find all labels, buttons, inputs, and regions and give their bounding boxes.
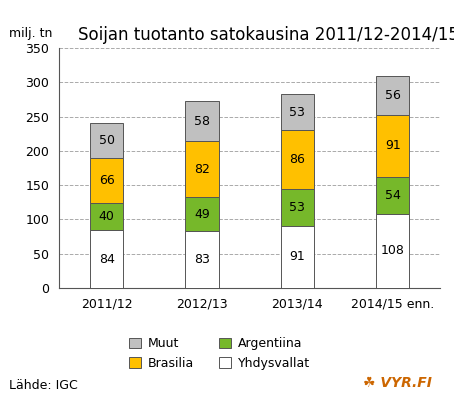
- Text: 66: 66: [99, 174, 114, 187]
- Bar: [185, 198, 219, 231]
- Text: 83: 83: [194, 253, 210, 266]
- Text: 108: 108: [381, 244, 405, 258]
- Bar: [376, 177, 410, 214]
- Text: 54: 54: [385, 189, 400, 202]
- Text: milj. tn: milj. tn: [9, 27, 53, 40]
- Text: 50: 50: [99, 134, 115, 147]
- Text: 53: 53: [290, 201, 305, 214]
- Text: 82: 82: [194, 163, 210, 176]
- Text: 91: 91: [290, 250, 305, 263]
- Bar: [90, 158, 123, 203]
- Text: 91: 91: [385, 139, 400, 152]
- Bar: [90, 203, 123, 230]
- Text: 86: 86: [290, 153, 305, 166]
- Bar: [90, 230, 123, 288]
- Bar: [376, 76, 410, 114]
- Bar: [185, 141, 219, 198]
- Title: Soijan tuotanto satokausina 2011/12-2014/15: Soijan tuotanto satokausina 2011/12-2014…: [79, 26, 454, 44]
- Bar: [281, 94, 314, 130]
- Text: Lähde: IGC: Lähde: IGC: [9, 379, 78, 392]
- Bar: [90, 124, 123, 158]
- Bar: [281, 130, 314, 189]
- Text: ☘ VYR.FI: ☘ VYR.FI: [363, 376, 432, 390]
- Bar: [376, 214, 410, 288]
- Bar: [185, 102, 219, 141]
- Legend: Muut, Brasilia, Argentiina, Yhdysvallat: Muut, Brasilia, Argentiina, Yhdysvallat: [129, 338, 310, 370]
- Bar: [376, 114, 410, 177]
- Bar: [281, 226, 314, 288]
- Text: 53: 53: [290, 106, 305, 119]
- Text: 49: 49: [194, 208, 210, 221]
- Text: 56: 56: [385, 89, 400, 102]
- Text: 84: 84: [99, 253, 114, 266]
- Text: 40: 40: [99, 210, 114, 223]
- Text: 58: 58: [194, 115, 210, 128]
- Bar: [281, 189, 314, 226]
- Bar: [185, 231, 219, 288]
